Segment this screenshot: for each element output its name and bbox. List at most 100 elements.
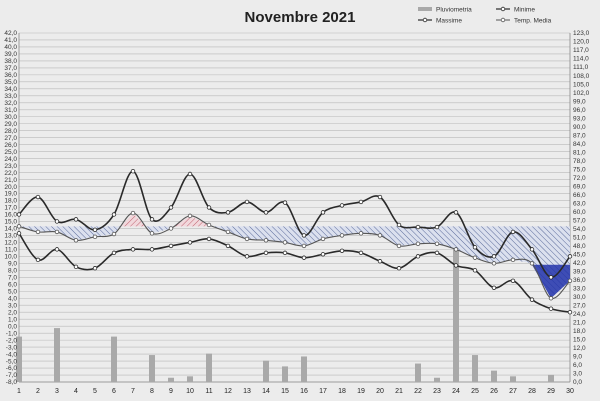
left-tick-label: 28,0 bbox=[4, 128, 17, 135]
series-point-massime bbox=[320, 210, 326, 215]
left-tick-label: -7,0 bbox=[6, 372, 18, 379]
series-point-minime bbox=[187, 240, 193, 245]
right-tick-label: 81,0 bbox=[573, 149, 586, 156]
x-tick-label: 27 bbox=[509, 388, 517, 395]
series-point-massime bbox=[434, 224, 440, 230]
series-point-minime bbox=[130, 247, 136, 252]
series-point-temp-media bbox=[453, 247, 459, 252]
x-tick-label: 14 bbox=[262, 388, 270, 395]
rain-bar bbox=[263, 360, 269, 382]
series-point-minime bbox=[434, 250, 440, 256]
series-point-massime bbox=[377, 194, 383, 200]
x-tick-label: 24 bbox=[452, 388, 460, 395]
below-average-fill bbox=[57, 226, 76, 241]
series-point-temp-media bbox=[263, 238, 269, 243]
series-point-massime bbox=[472, 245, 478, 250]
x-tick-label: 28 bbox=[528, 388, 536, 395]
x-tick-label: 9 bbox=[169, 388, 173, 395]
left-tick-label: -5,0 bbox=[6, 358, 18, 365]
below-average-fill bbox=[38, 226, 57, 232]
series-point-massime bbox=[16, 212, 22, 217]
x-tick-label: 17 bbox=[319, 388, 327, 395]
below-average-fill bbox=[380, 226, 399, 246]
left-tick-label: 19,0 bbox=[4, 191, 17, 198]
right-tick-label: 12,0 bbox=[573, 345, 586, 352]
rain-bar bbox=[301, 356, 307, 382]
series-point-massime bbox=[54, 219, 60, 224]
left-tick-label: 30,0 bbox=[4, 114, 17, 121]
series-point-minime bbox=[339, 248, 345, 253]
legend-label-massime: Massime bbox=[436, 18, 462, 25]
legend-swatch-pluviometria bbox=[418, 7, 432, 11]
series-point-massime bbox=[206, 205, 212, 210]
left-tick-label: 0,0 bbox=[8, 323, 17, 330]
series-point-minime bbox=[35, 257, 41, 263]
x-tick-label: 6 bbox=[112, 388, 116, 395]
cold-anomaly-fill bbox=[532, 264, 570, 299]
x-tick-label: 19 bbox=[357, 388, 365, 395]
left-tick-label: 36,0 bbox=[4, 72, 17, 79]
below-average-fill bbox=[475, 226, 494, 264]
left-tick-label: 10,0 bbox=[4, 254, 17, 261]
series-line-massime bbox=[18, 170, 571, 279]
right-tick-label: 24,0 bbox=[573, 311, 586, 318]
right-tick-label: 90,0 bbox=[573, 124, 586, 131]
rain-bar bbox=[16, 336, 22, 382]
right-tick-label: 60,0 bbox=[573, 209, 586, 216]
left-tick-label: 26,0 bbox=[4, 142, 17, 149]
series-point-minime bbox=[472, 268, 478, 273]
left-tick-label: 11,0 bbox=[5, 247, 18, 254]
rain-bar bbox=[54, 328, 60, 382]
series-point-temp-media bbox=[548, 296, 554, 301]
right-tick-label: 117,0 bbox=[573, 47, 589, 54]
right-tick-label: 21,0 bbox=[573, 320, 586, 327]
series-point-minime bbox=[396, 266, 402, 271]
series-point-massime bbox=[35, 194, 41, 200]
x-tick-label: 11 bbox=[205, 388, 212, 395]
series-point-temp-media bbox=[130, 210, 136, 216]
right-tick-label: 27,0 bbox=[573, 303, 586, 310]
chart-legend: Pluviometria Minime Massime Temp. Media bbox=[418, 7, 552, 25]
series-point-temp-media bbox=[491, 261, 497, 266]
below-average-fill bbox=[418, 226, 437, 244]
series-point-massime bbox=[149, 217, 155, 222]
below-average-fill bbox=[266, 226, 285, 243]
left-tick-label: 34,0 bbox=[4, 86, 17, 93]
series-point-minime bbox=[491, 285, 497, 290]
series-point-massime bbox=[491, 254, 497, 259]
below-average-fill bbox=[437, 226, 456, 250]
right-tick-label: 120,0 bbox=[573, 39, 590, 46]
left-tick-label: 38,0 bbox=[4, 58, 17, 65]
x-tick-label: 10 bbox=[186, 388, 194, 395]
right-tick-label: 99,0 bbox=[573, 98, 586, 105]
left-tick-label: 37,0 bbox=[4, 65, 17, 72]
right-tick-label: 51,0 bbox=[573, 234, 586, 241]
left-tick-label: 27,0 bbox=[4, 135, 17, 142]
left-tick-label: 22,0 bbox=[4, 170, 17, 177]
left-tick-label: -3,0 bbox=[6, 344, 18, 351]
left-tick-label: 13,0 bbox=[4, 233, 17, 240]
series-point-massime bbox=[453, 210, 459, 215]
left-tick-label: 8,0 bbox=[8, 268, 17, 275]
left-tick-label: 32,0 bbox=[4, 100, 17, 107]
series-point-temp-media bbox=[149, 231, 155, 236]
right-tick-label: 123,0 bbox=[573, 30, 590, 37]
rain-bar bbox=[111, 336, 117, 382]
x-tick-label: 23 bbox=[433, 388, 441, 395]
right-tick-label: 72,0 bbox=[573, 175, 586, 182]
below-average-fill bbox=[513, 226, 532, 264]
series-point-temp-media bbox=[244, 236, 250, 242]
left-tick-label: 12,0 bbox=[4, 240, 17, 247]
series-point-temp-media bbox=[35, 229, 41, 235]
right-tick-label: 36,0 bbox=[573, 277, 586, 284]
series-point-minime bbox=[92, 266, 98, 271]
right-tick-label: 108,0 bbox=[573, 73, 590, 80]
series-point-massime bbox=[415, 224, 421, 230]
series-point-minime bbox=[301, 255, 307, 260]
series-point-temp-media bbox=[282, 240, 288, 245]
series-point-massime bbox=[92, 227, 98, 233]
series-point-massime bbox=[168, 205, 174, 210]
left-tick-label: 3,0 bbox=[8, 302, 17, 309]
rain-bar bbox=[434, 377, 440, 382]
series-point-temp-media bbox=[92, 234, 98, 240]
